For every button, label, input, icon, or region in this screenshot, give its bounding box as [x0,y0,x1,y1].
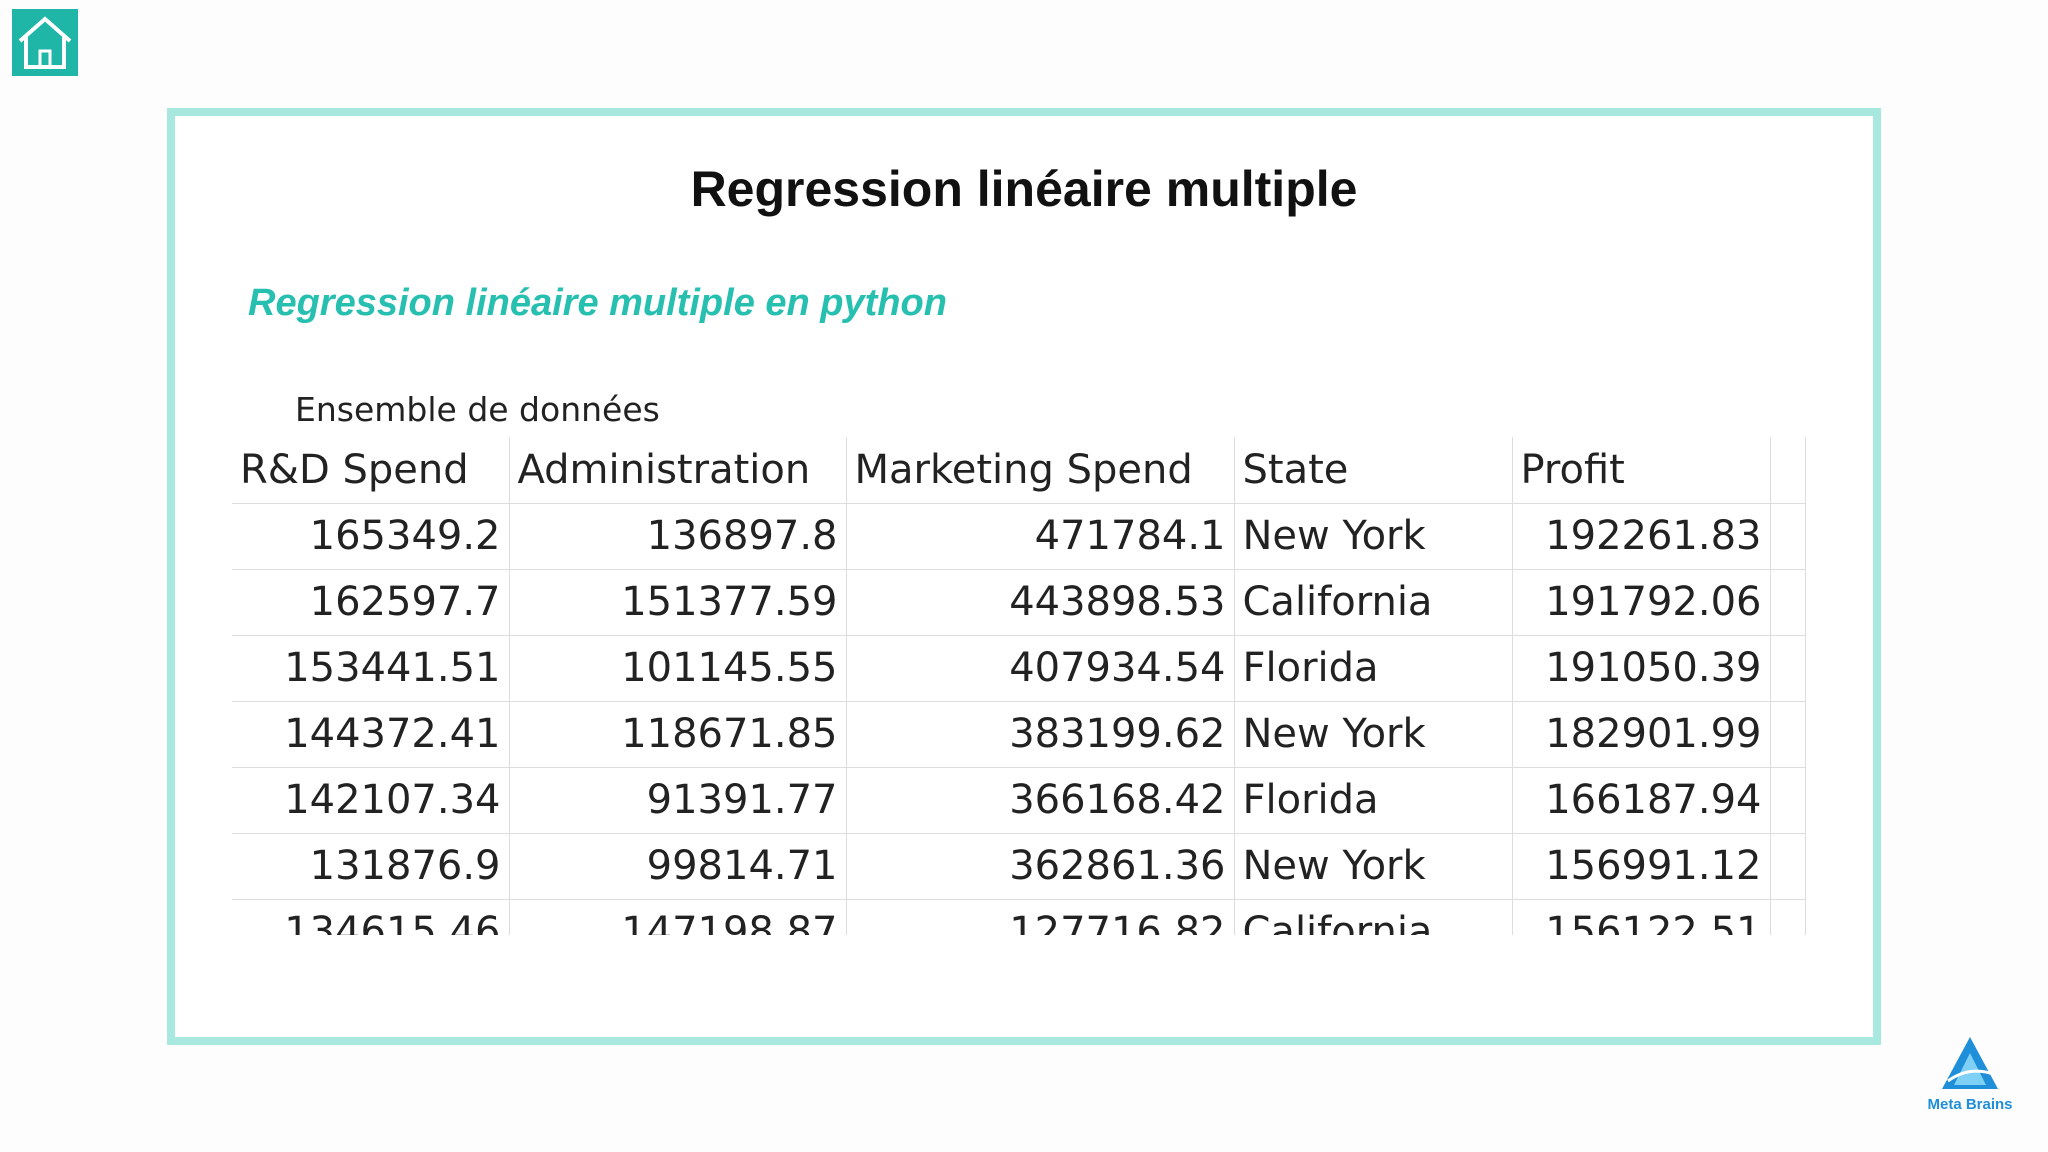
table-cell: 136897.8 [509,503,847,570]
table-row: 142107.34 91391.77 366168.42 Florida 166187.… [232,767,1806,834]
data-table: R&D Spend Administration Marketing Spend St… [232,437,1806,935]
table-cell: 142107.34 [232,767,510,834]
spacer-cell [1770,569,1806,636]
table-cell: Florida [1234,635,1513,702]
spacer-cell [1770,635,1806,702]
table-cell: 383199.62 [846,701,1235,768]
column-header: Administration [509,437,847,504]
table-cell: 366168.42 [846,767,1235,834]
table-cell: 443898.53 [846,569,1235,636]
spacer-cell [1770,899,1806,935]
logo: Meta Brains [1915,1035,2025,1113]
column-header: State [1234,437,1513,504]
table-cell: New York [1234,833,1513,900]
logo-icon [1942,1037,1998,1089]
table-cell: 99814.71 [509,833,847,900]
table-cell: 471784.1 [846,503,1235,570]
table-row: 131876.9 99814.71 362861.36 New York 156991.… [232,833,1806,900]
table-row: 144372.41 118671.85 383199.62 New York 18290… [232,701,1806,768]
table-row: 165349.2 136897.8 471784.1 New York 192261.8… [232,503,1806,570]
spacer-cell [1770,833,1806,900]
slide-title: Regression linéaire multiple [690,161,1358,217]
table-cell: California [1234,569,1513,636]
spacer-cell [1770,503,1806,570]
table-cell: 134615.46 [232,899,510,935]
column-header: R&D Spend [232,437,510,504]
table-cell: 156122.51 [1512,899,1771,935]
table-row: 162597.7 151377.59 443898.53 California 1917… [232,569,1806,636]
table-cell: 127716.82 [846,899,1235,935]
table-cell: 407934.54 [846,635,1235,702]
spacer-cell [1770,437,1806,504]
table-cell: 192261.83 [1512,503,1771,570]
table-cell: 118671.85 [509,701,847,768]
home-button[interactable] [12,9,78,76]
column-header: Marketing Spend [846,437,1235,504]
table-cell: 144372.41 [232,701,510,768]
table-cell: 156991.12 [1512,833,1771,900]
slide-subtitle: Regression linéaire multiple en python [248,282,947,324]
table-row: 134615.46 147198.87 127716.82 California 156… [232,899,1806,935]
table-cell: 101145.55 [509,635,847,702]
table-cell: 166187.94 [1512,767,1771,834]
table-cell: 362861.36 [846,833,1235,900]
table-cell: New York [1234,701,1513,768]
table-cell: 191792.06 [1512,569,1771,636]
table-cell: California [1234,899,1513,935]
spacer-cell [1770,701,1806,768]
caption: Ensemble de données [295,390,660,429]
header-row: R&D Spend Administration Marketing Spend St… [232,437,1806,504]
table-cell: 131876.9 [232,833,510,900]
table-view: R&D Spend Administration Marketing Spend St… [232,437,1812,935]
table-cell: 182901.99 [1512,701,1771,768]
table-cell: 165349.2 [232,503,510,570]
table-cell: 162597.7 [232,569,510,636]
table-cell: Florida [1234,767,1513,834]
table-cell: 151377.59 [509,569,847,636]
spacer-cell [1770,767,1806,834]
table-cell: 91391.77 [509,767,847,834]
table-row: 153441.51 101145.55 407934.54 Florida 191050… [232,635,1806,702]
table-cell: 191050.39 [1512,635,1771,702]
column-header: Profit [1512,437,1771,504]
logo-text: Meta Brains [1927,1096,2013,1113]
table-cell: 147198.87 [509,899,847,935]
table-cell: New York [1234,503,1513,570]
slide-frame: Regression linéaire multiple Regression … [167,108,1881,1045]
table-cell: 153441.51 [232,635,510,702]
home-icon [18,16,72,69]
